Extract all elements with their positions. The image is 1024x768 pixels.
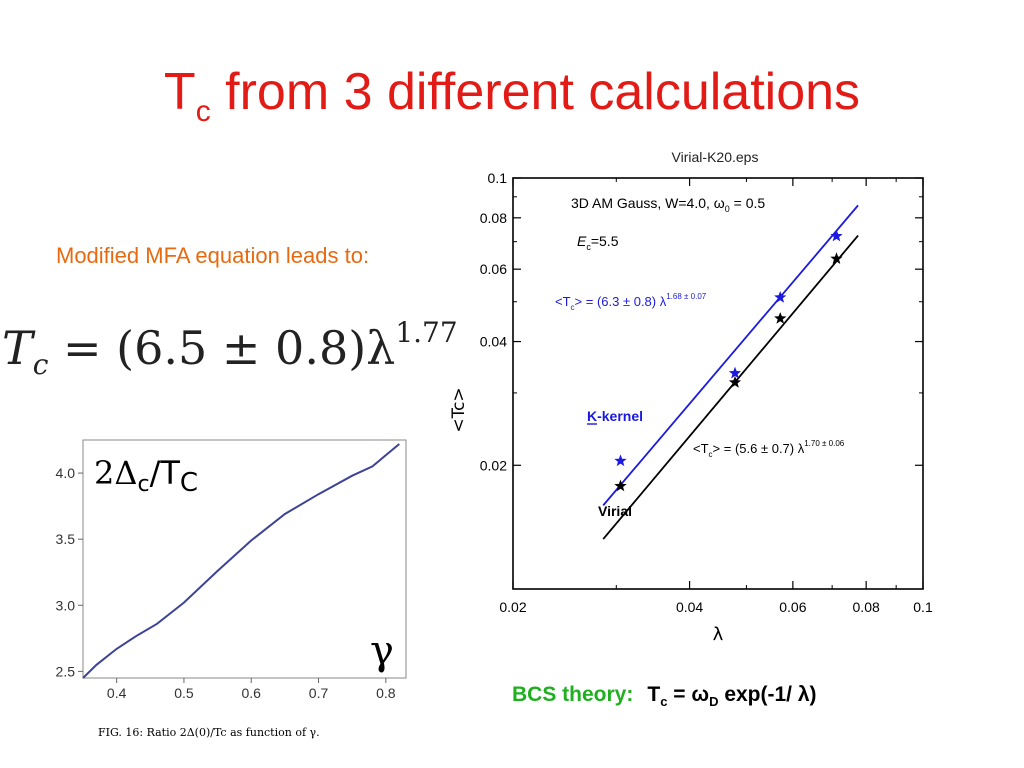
slide-title: Tc from 3 different calculations xyxy=(163,63,861,128)
main-ytick-label: 0.02 xyxy=(480,457,507,473)
main-plot-frame xyxy=(512,177,924,590)
data-point-k-kernel xyxy=(728,366,742,379)
mfa-text: Modified MFA equation leads to: xyxy=(56,243,370,268)
inset-xtick-label: 0.7 xyxy=(309,685,329,701)
inset-xtick-label: 0.8 xyxy=(376,685,396,701)
main-chart-title: Virial-K20.eps xyxy=(672,149,759,165)
inset-chart: 0.4 0.5 0.6 0.7 0.8 2.5 3.0 3.5 4.0 2Δc/TC γ FIG… xyxy=(56,439,407,739)
main-xlabel: λ xyxy=(713,624,724,645)
legend-k-kernel: K-kernel xyxy=(587,408,643,424)
tc-formula: Tc = (6.5 ± 0.8)λ1.77 xyxy=(2,316,458,382)
legend-virial: Virial xyxy=(598,503,632,519)
bcs-theory: BCS theory: Tc = ωD exp(-1/ λ) xyxy=(512,683,817,710)
data-point-virial xyxy=(830,252,843,264)
annotation-kfit: <Tc> = (6.3 ± 0.8) λ1.68 ± 0.07 xyxy=(555,292,707,312)
inset-ytick-label: 3.0 xyxy=(56,597,76,613)
main-xtick-label: 0.04 xyxy=(676,599,703,615)
main-xtick-label: 0.06 xyxy=(779,599,806,615)
inset-xtick-label: 0.5 xyxy=(174,685,194,701)
main-ylabel: <Tc> xyxy=(449,387,469,432)
inset-xlabel: γ xyxy=(370,628,394,674)
data-point-virial xyxy=(614,479,627,492)
data-point-virial xyxy=(774,312,787,324)
annotation-vfit: <Tc> = (5.6 ± 0.7) λ1.70 ± 0.06 xyxy=(693,439,845,459)
main-ytick-label: 0.06 xyxy=(480,261,507,277)
inset-ratio-line xyxy=(82,443,400,679)
data-point-k-kernel xyxy=(614,454,627,467)
main-chart: Virial-K20.eps 0.02 0.04 0.06 0.08 0.1 0.02 0.… xyxy=(449,149,933,645)
main-xtick-label: 0.08 xyxy=(853,599,880,615)
inset-label: 2Δc/TC xyxy=(94,454,198,498)
inset-ytick-label: 3.5 xyxy=(56,531,76,547)
data-point-k-kernel xyxy=(774,291,787,303)
main-xtick-label: 0.02 xyxy=(499,599,526,615)
inset-plot-frame xyxy=(82,439,407,679)
inset-ytick-label: 4.0 xyxy=(56,465,76,481)
inset-caption: FIG. 16: Ratio 2Δ(0)/Tc as function of γ… xyxy=(98,726,320,739)
annotation-system: 3D AM Gauss, W=4.0, ω0 = 0.5 xyxy=(571,195,765,214)
fit-line-k-kernel xyxy=(602,204,859,506)
data-point-k-kernel xyxy=(830,229,843,242)
inset-xtick-label: 0.4 xyxy=(107,685,127,701)
annotation-ec: Ec=5.5 xyxy=(577,233,619,252)
data-point-virial xyxy=(728,376,742,388)
main-ytick-label: 0.04 xyxy=(480,334,507,350)
fit-line-virial xyxy=(602,234,859,540)
main-ytick-label: 0.1 xyxy=(488,170,508,186)
inset-ytick-label: 2.5 xyxy=(56,663,76,679)
inset-xtick-label: 0.6 xyxy=(241,685,261,701)
main-ytick-label: 0.08 xyxy=(480,210,507,226)
main-xtick-label: 0.1 xyxy=(913,599,933,615)
